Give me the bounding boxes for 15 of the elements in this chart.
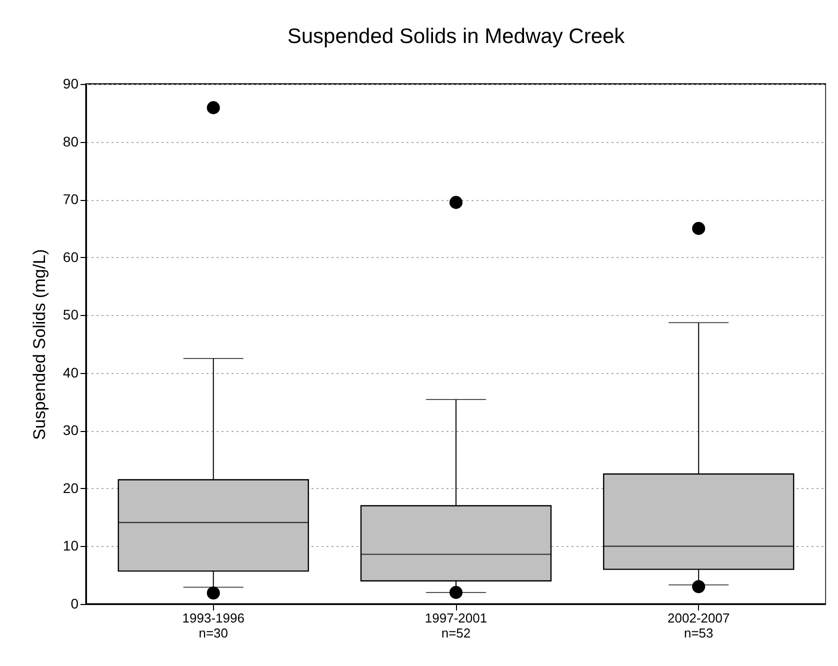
y-tick-label: 70	[62, 191, 79, 208]
y-tick-label: 40	[62, 364, 79, 380]
y-tick-label: 90	[62, 76, 79, 92]
y-tick-label: 10	[62, 538, 79, 554]
y-axis-title: Suspended Solids (mg/L)	[30, 249, 49, 440]
y-tick-label: 20	[62, 480, 79, 496]
x-tick-label: 1993-1996 n=30	[182, 610, 244, 640]
x-tick-label: 1997-2001 n=52	[424, 610, 488, 640]
y-tick-label: 80	[62, 133, 79, 150]
x-tick-label: 2002-2007 n=53	[668, 610, 730, 640]
chart-title: Suspended Solids in Medway Creek	[287, 25, 626, 48]
y-tick-label: 50	[62, 306, 79, 323]
y-tick-label: 0	[70, 596, 79, 612]
y-tick-label: 60	[62, 248, 79, 265]
y-tick-label: 30	[62, 422, 79, 438]
